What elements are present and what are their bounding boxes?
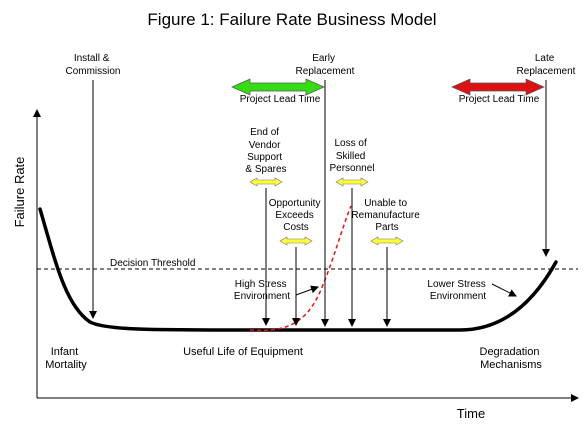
vendor-support-small-arrow	[249, 177, 283, 187]
loss-of-skilled-personnel-label: Loss of Skilled Personnel	[329, 138, 374, 174]
unable-to-remanufacture-label: Unable to Remanufacture Parts	[351, 198, 422, 233]
opportunity-small-arrow	[279, 236, 313, 246]
late-lead-time-arrow	[451, 78, 545, 96]
opportunity-exceeds-costs-label: Opportunity Exceeds Costs	[269, 198, 323, 233]
degradation-mechanisms-label: Degradation Mechanisms	[480, 346, 543, 371]
lower-stress-environment-label: Lower Stress Environment	[427, 279, 488, 302]
y-axis-label: Failure Rate	[12, 157, 27, 228]
decision-threshold-label: Decision Threshold	[110, 258, 195, 269]
lower-stress-arrow	[491, 283, 517, 297]
skilled-personnel-small-arrow	[335, 177, 369, 187]
early-replacement-label: Early Replacement	[296, 53, 355, 77]
early-lead-time-label: Project Lead Time	[240, 94, 321, 105]
end-of-vendor-support-label: End of Vendor Support & Spares	[245, 127, 286, 175]
install-commission-label: Install & Commission	[65, 53, 120, 77]
early-lead-time-arrow	[231, 78, 325, 96]
infant-mortality-label: Infant Mortality	[45, 346, 87, 371]
late-lead-time-label: Project Lead Time	[459, 94, 540, 105]
late-replacement-label: Late Replacement	[517, 53, 576, 77]
high-stress-arrow	[295, 285, 319, 296]
x-axis-label: Time	[457, 406, 485, 421]
accelerated-failure-curve	[249, 205, 352, 332]
useful-life-label: Useful Life of Equipment	[183, 346, 303, 358]
high-stress-environment-label: High Stress Environment	[234, 279, 290, 302]
figure-title: Figure 1: Failure Rate Business Model	[147, 10, 436, 29]
bathtub-curve	[38, 207, 558, 332]
remanufacture-small-arrow	[370, 236, 404, 246]
